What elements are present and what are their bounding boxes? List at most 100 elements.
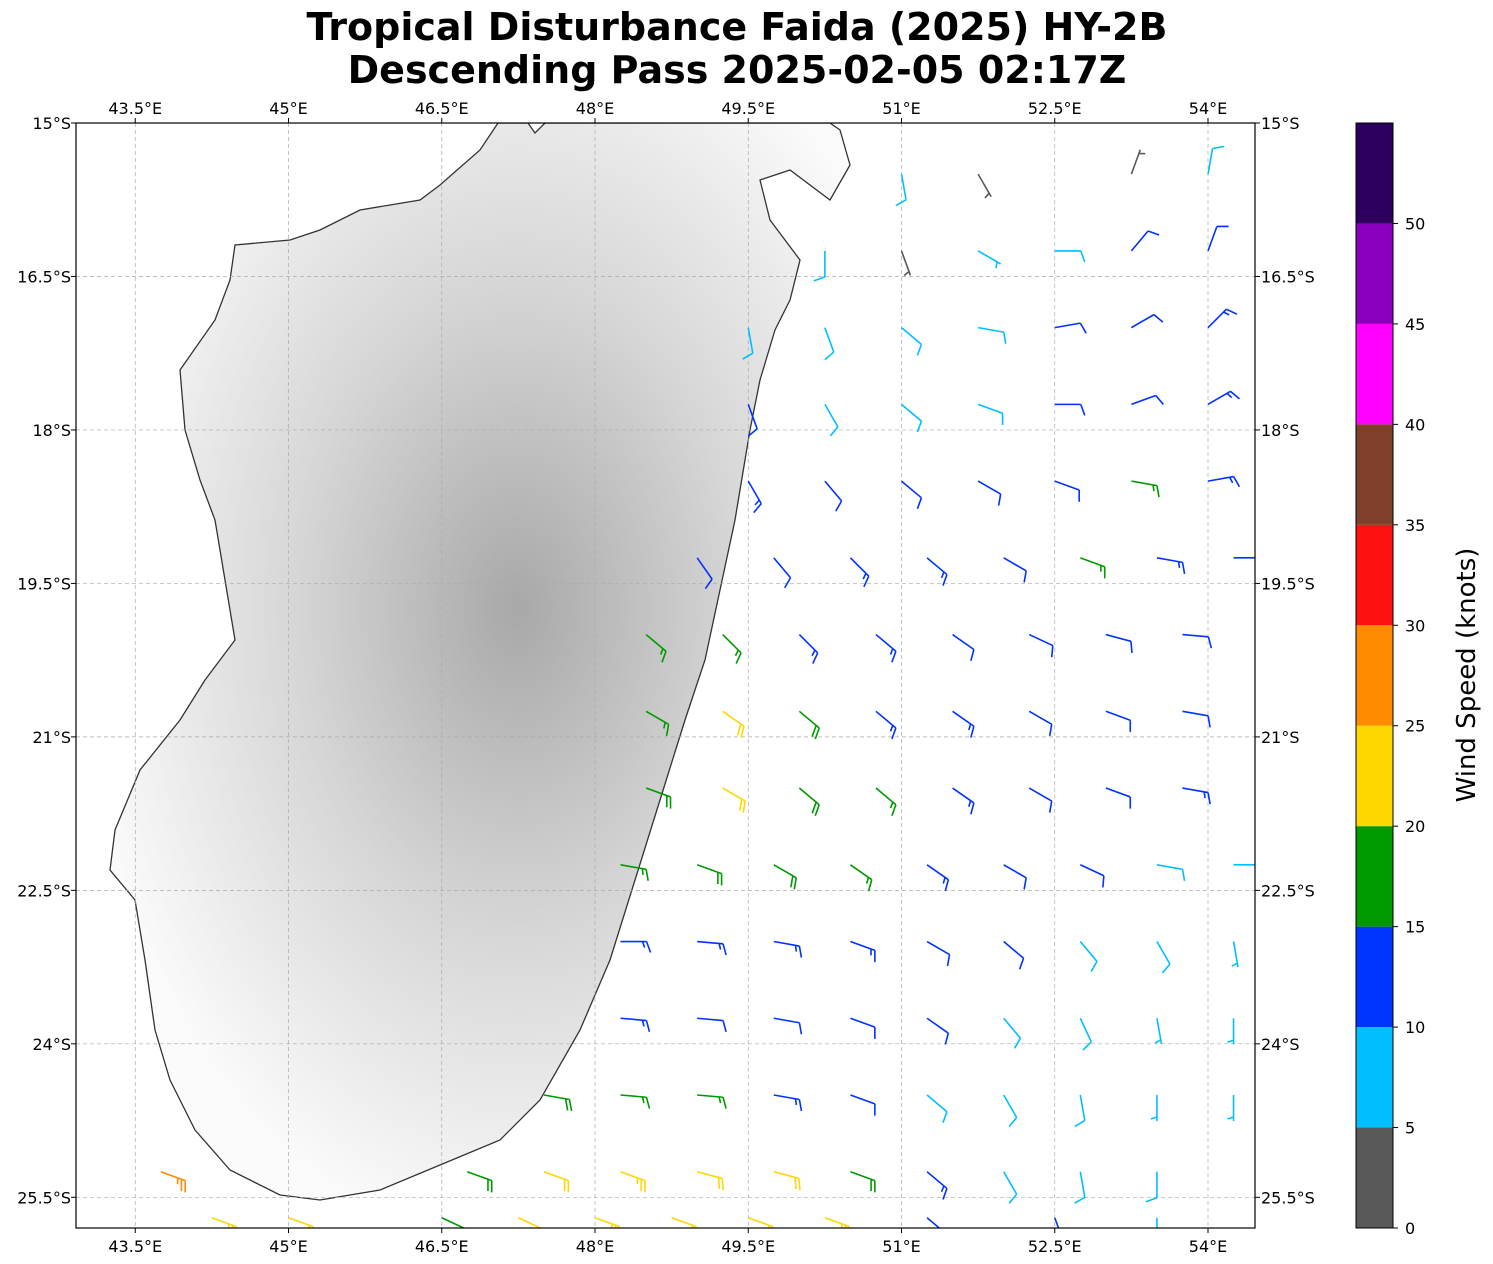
- y-tick-label-right: 15°S: [1261, 114, 1300, 133]
- colorbar-tick-label: 0: [1405, 1219, 1415, 1238]
- wind-barb: [1227, 1094, 1235, 1121]
- wind-barb: [1130, 149, 1146, 175]
- wind-barb: [1080, 557, 1106, 579]
- wind-barb: [543, 1170, 570, 1193]
- wind-barb: [1054, 250, 1086, 263]
- wind-barb: [1207, 145, 1225, 175]
- wind-barb: [1003, 940, 1025, 970]
- y-tick-label: 16.5°S: [17, 267, 71, 286]
- colorbar-tick-label: 15: [1405, 918, 1425, 937]
- wind-barb: [824, 403, 839, 437]
- wind-barb: [1150, 1094, 1158, 1121]
- wind-barb: [773, 1094, 803, 1112]
- wind-barb: [288, 1217, 314, 1228]
- wind-barb: [813, 250, 826, 282]
- x-tick-label-top: 51°E: [882, 99, 920, 118]
- wind-barb: [1233, 863, 1255, 866]
- y-tick-label: 18°S: [32, 421, 71, 440]
- wind-barb: [1003, 557, 1027, 583]
- wind-barb: [1028, 787, 1053, 813]
- wind-barb: [1074, 1171, 1086, 1204]
- wind-barb: [977, 173, 992, 199]
- x-tick-label: 51°E: [882, 1237, 920, 1256]
- wind-barb: [900, 250, 912, 277]
- wind-barb: [875, 633, 897, 663]
- wind-barb: [160, 1170, 187, 1193]
- wind-barb: [798, 710, 821, 740]
- x-tick-label: 46.5°E: [415, 1237, 469, 1256]
- wind-barb: [1079, 864, 1105, 888]
- wind-barb: [952, 633, 975, 661]
- wind-barb: [747, 1217, 774, 1228]
- wind-barb: [441, 1217, 466, 1228]
- x-tick-label: 54°E: [1189, 1237, 1227, 1256]
- colorbar-bin: [1356, 123, 1393, 224]
- wind-barb: [798, 787, 821, 817]
- wind-barb: [620, 863, 649, 881]
- wind-barb: [747, 404, 758, 437]
- wind-barb: [1054, 322, 1087, 334]
- colorbar-bin: [1356, 323, 1393, 425]
- wind-barb: [1231, 941, 1239, 968]
- colorbar-tick-label: 30: [1405, 616, 1425, 635]
- grid: [76, 123, 1255, 1228]
- x-tick-label-top: 49.5°E: [721, 99, 775, 118]
- y-tick-label-right: 25.5°S: [1261, 1188, 1315, 1207]
- x-tick-label: 52.5°E: [1028, 1237, 1082, 1256]
- y-tick-label: 15°S: [32, 114, 71, 133]
- wind-barb: [977, 250, 1002, 269]
- y-tick-label-right: 22.5°S: [1261, 881, 1315, 900]
- colorbar-tick-label: 10: [1405, 1018, 1425, 1037]
- x-tick-label-top: 54°E: [1189, 99, 1227, 118]
- wind-barb: [1156, 557, 1186, 575]
- x-tick-label: 45°E: [269, 1237, 307, 1256]
- colorbar-bin: [1356, 625, 1393, 726]
- wind-barb: [645, 710, 670, 736]
- wind-barb: [875, 710, 897, 740]
- wind-barb: [696, 1170, 725, 1191]
- wind-barb: [773, 940, 803, 958]
- wind-barb: [926, 940, 951, 967]
- wind-barb: [1054, 480, 1080, 502]
- wind-barb: [722, 634, 742, 664]
- colorbar-bin: [1356, 826, 1393, 927]
- colorbar-bin: [1356, 926, 1393, 1028]
- wind-barb: [1028, 633, 1054, 658]
- wind-barb: [1182, 710, 1211, 728]
- colorbar-bin: [1356, 1027, 1393, 1128]
- wind-barb: [1207, 475, 1241, 488]
- subtitle: Descending Pass 2025-02-05 02:17Z: [348, 48, 1127, 92]
- y-tick-label: 21°S: [32, 728, 71, 747]
- axis-labels: 43.5°E 43.5°E 45°E 45°E 46.5°E 46.5°E 48°E 48°E…: [17, 99, 1315, 1256]
- colorbar-tick-label: 50: [1405, 214, 1425, 233]
- y-tick-label-right: 18°S: [1261, 421, 1300, 440]
- colorbar-tick-label: 45: [1405, 315, 1425, 334]
- wind-barb: [798, 634, 819, 664]
- wind-barb: [594, 1217, 621, 1228]
- wind-barb: [850, 1170, 876, 1193]
- wind-barb: [952, 710, 975, 738]
- wind-barb: [1054, 403, 1086, 416]
- wind-barb: [696, 864, 723, 886]
- wind-barb: [1105, 710, 1132, 732]
- wind-barb: [926, 1171, 948, 1200]
- x-tick-label-top: 48°E: [576, 99, 614, 118]
- y-tick-label-right: 16.5°S: [1261, 267, 1315, 286]
- madagascar-land: [109, 123, 851, 1201]
- wind-barb: [900, 327, 923, 356]
- colorbar-bin: [1356, 424, 1393, 525]
- wind-barb: [1233, 557, 1255, 559]
- colorbar-tick-label: 35: [1405, 516, 1425, 535]
- wind-barb: [645, 787, 672, 809]
- wind-barb: [900, 480, 923, 510]
- x-tick-label: 43.5°E: [108, 1237, 162, 1256]
- wind-barb: [1156, 863, 1186, 881]
- wind-barb: [697, 1094, 727, 1109]
- x-tick-label-top: 46.5°E: [415, 99, 469, 118]
- wind-barb: [1002, 1094, 1018, 1127]
- wind-barb: [773, 557, 792, 589]
- plot-frame: [75, 122, 1256, 1229]
- wind-barb: [1079, 1017, 1093, 1051]
- wind-barb: [849, 864, 873, 892]
- wind-barb: [1105, 633, 1133, 654]
